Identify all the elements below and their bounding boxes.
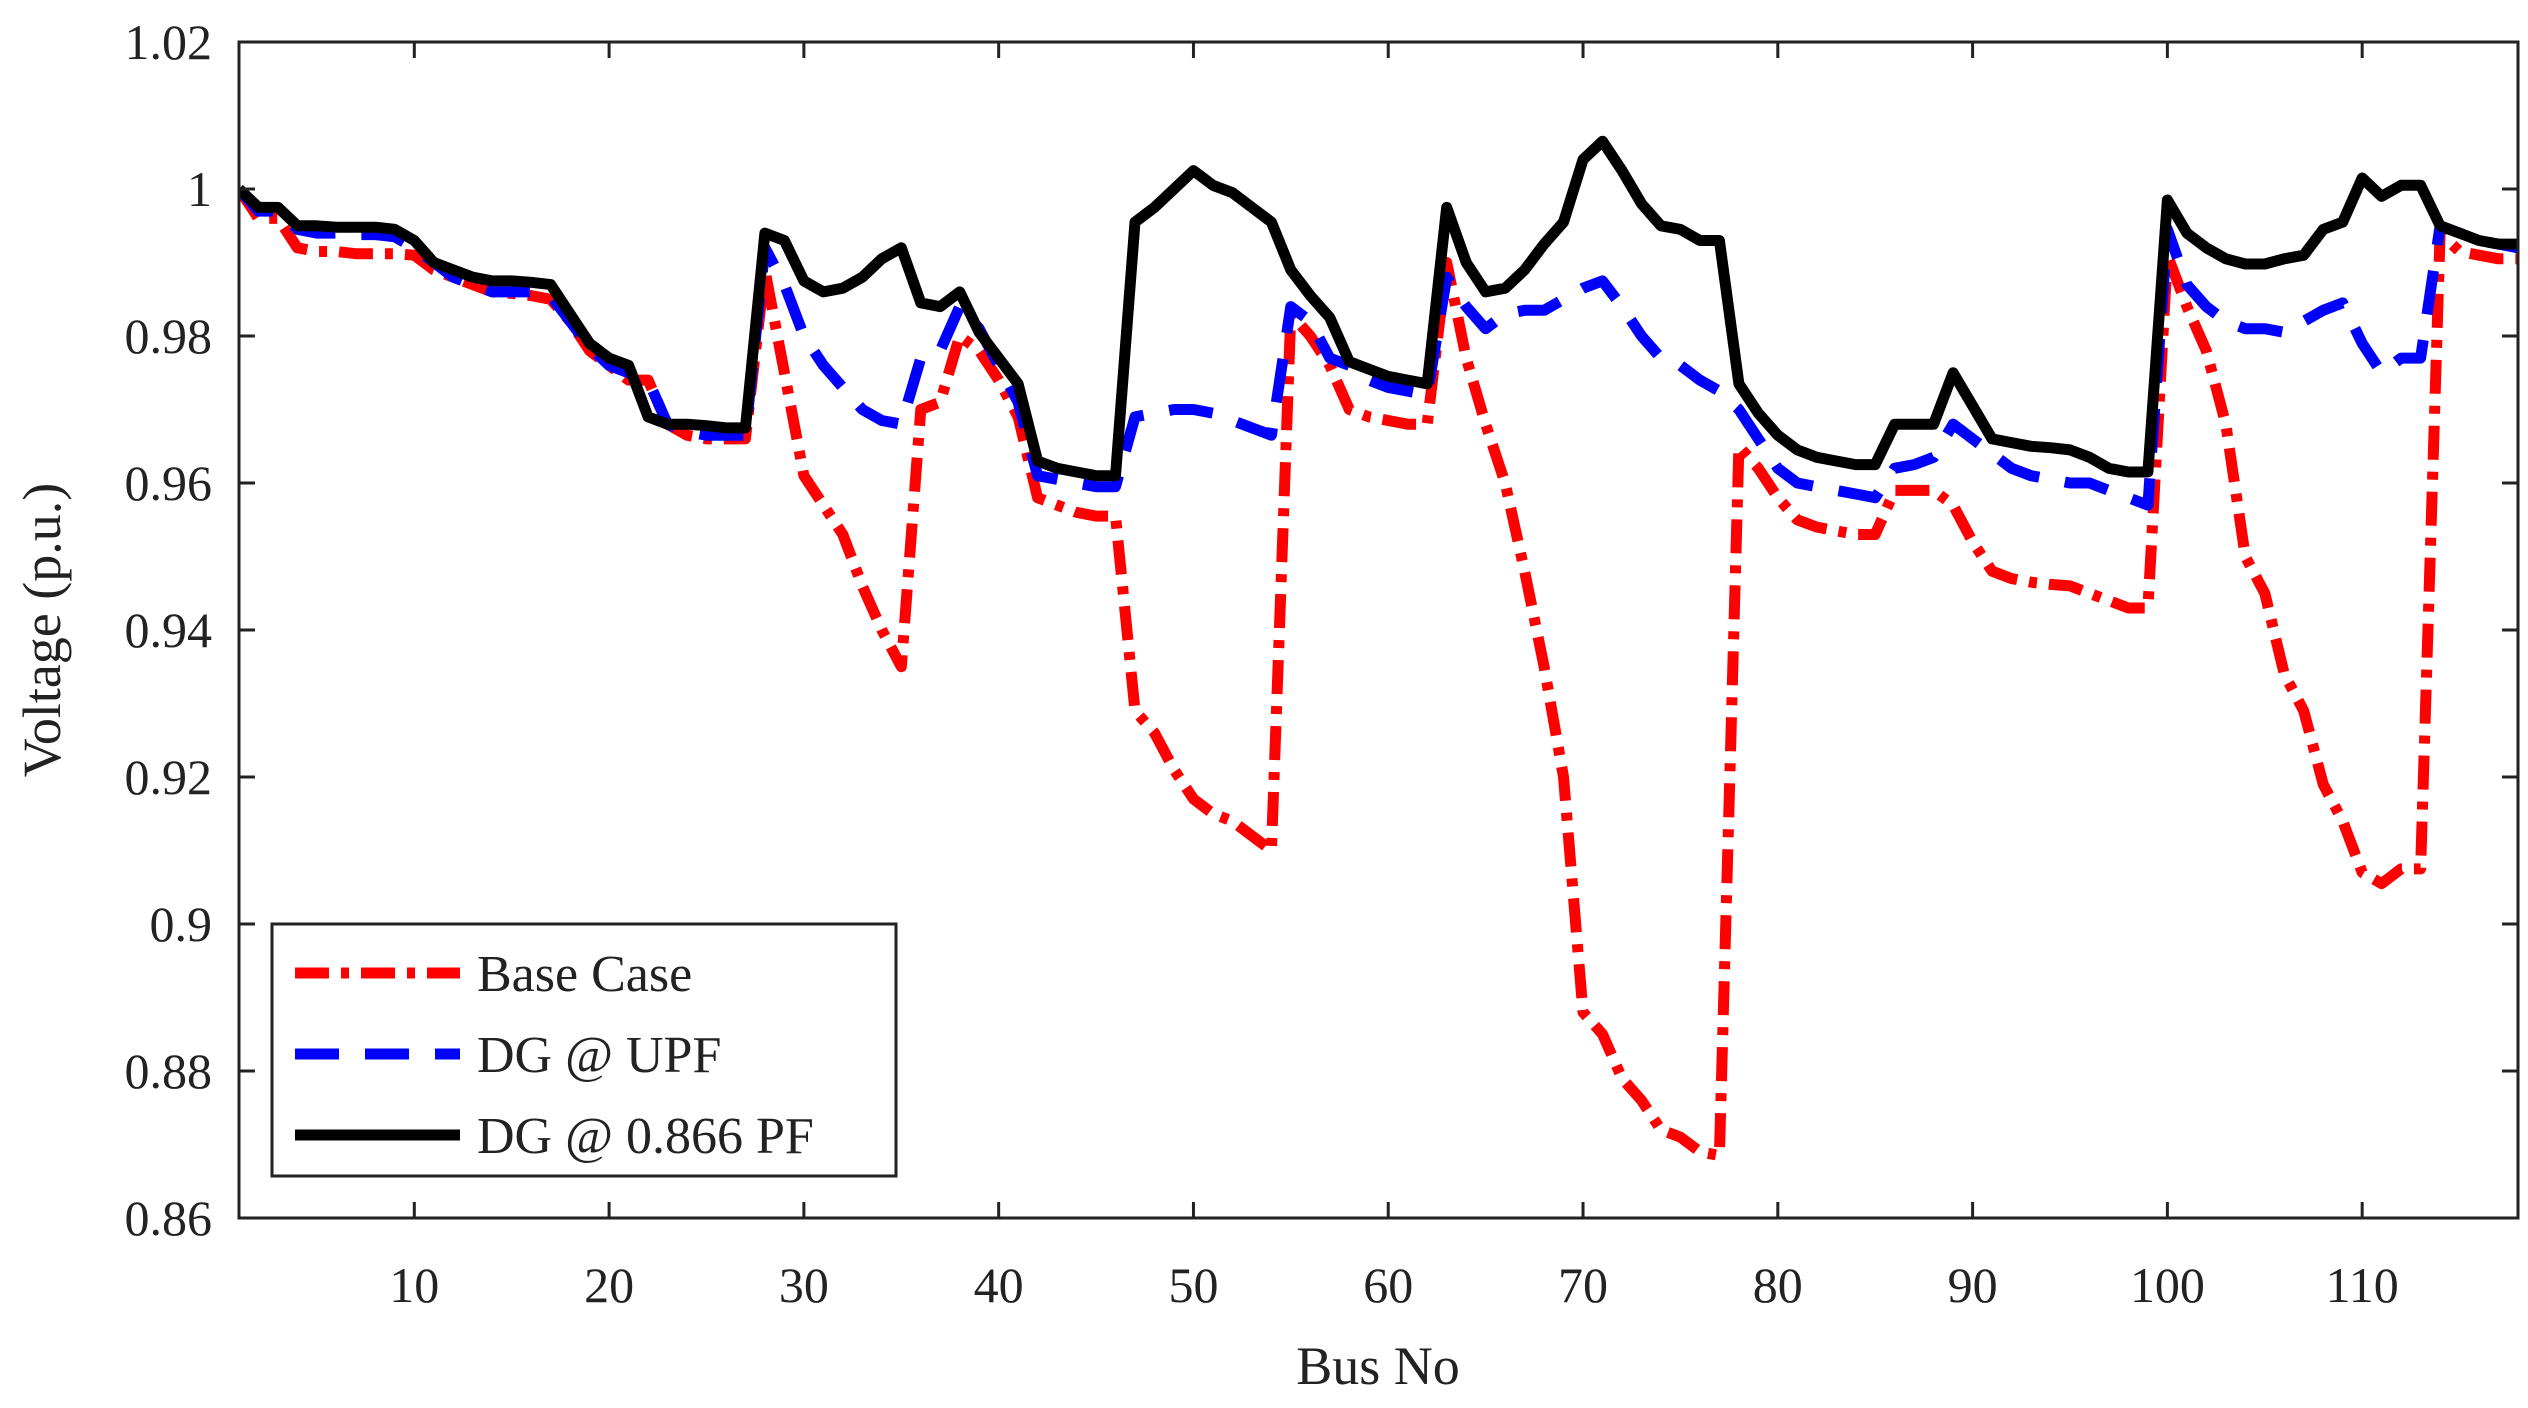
series-line-2 (239, 185, 2518, 511)
series-line-1 (239, 185, 2518, 1161)
x-tick-label: 10 (389, 1257, 439, 1313)
legend-label-1: Base Case (477, 946, 692, 1003)
y-tick-label: 0.98 (125, 308, 213, 364)
x-tick-label: 50 (1168, 1257, 1218, 1313)
x-tick-label: 30 (779, 1257, 829, 1313)
y-tick-label: 0.9 (150, 896, 213, 952)
x-tick-label: 70 (1558, 1257, 1608, 1313)
x-tick-label: 90 (1948, 1257, 1998, 1313)
y-tick-label: 0.86 (125, 1190, 213, 1246)
x-tick-label: 100 (2130, 1257, 2205, 1313)
x-axis-label: Bus No (1296, 1336, 1460, 1396)
x-tick-label: 60 (1363, 1257, 1413, 1313)
x-tick-label: 40 (974, 1257, 1024, 1313)
legend-label-2: DG @ UPF (477, 1027, 721, 1084)
legend: Base Case DG @ UPF DG @ 0.866 PF (270, 922, 898, 1178)
x-tick-label: 20 (584, 1257, 634, 1313)
y-tick-label: 0.96 (125, 455, 213, 511)
y-tick-label: 1 (187, 161, 212, 217)
x-tick-label: 80 (1753, 1257, 1803, 1313)
legend-label-3: DG @ 0.866 PF (477, 1108, 814, 1165)
y-axis-label: Voltage (p.u.) (12, 483, 72, 777)
x-tick-label: 110 (2326, 1257, 2399, 1313)
y-tick-label: 0.88 (125, 1043, 213, 1099)
series-line-3 (239, 135, 2518, 482)
y-tick-label: 0.94 (125, 602, 213, 658)
y-tick-label: 1.02 (125, 14, 213, 70)
y-tick-label: 0.92 (125, 749, 213, 805)
